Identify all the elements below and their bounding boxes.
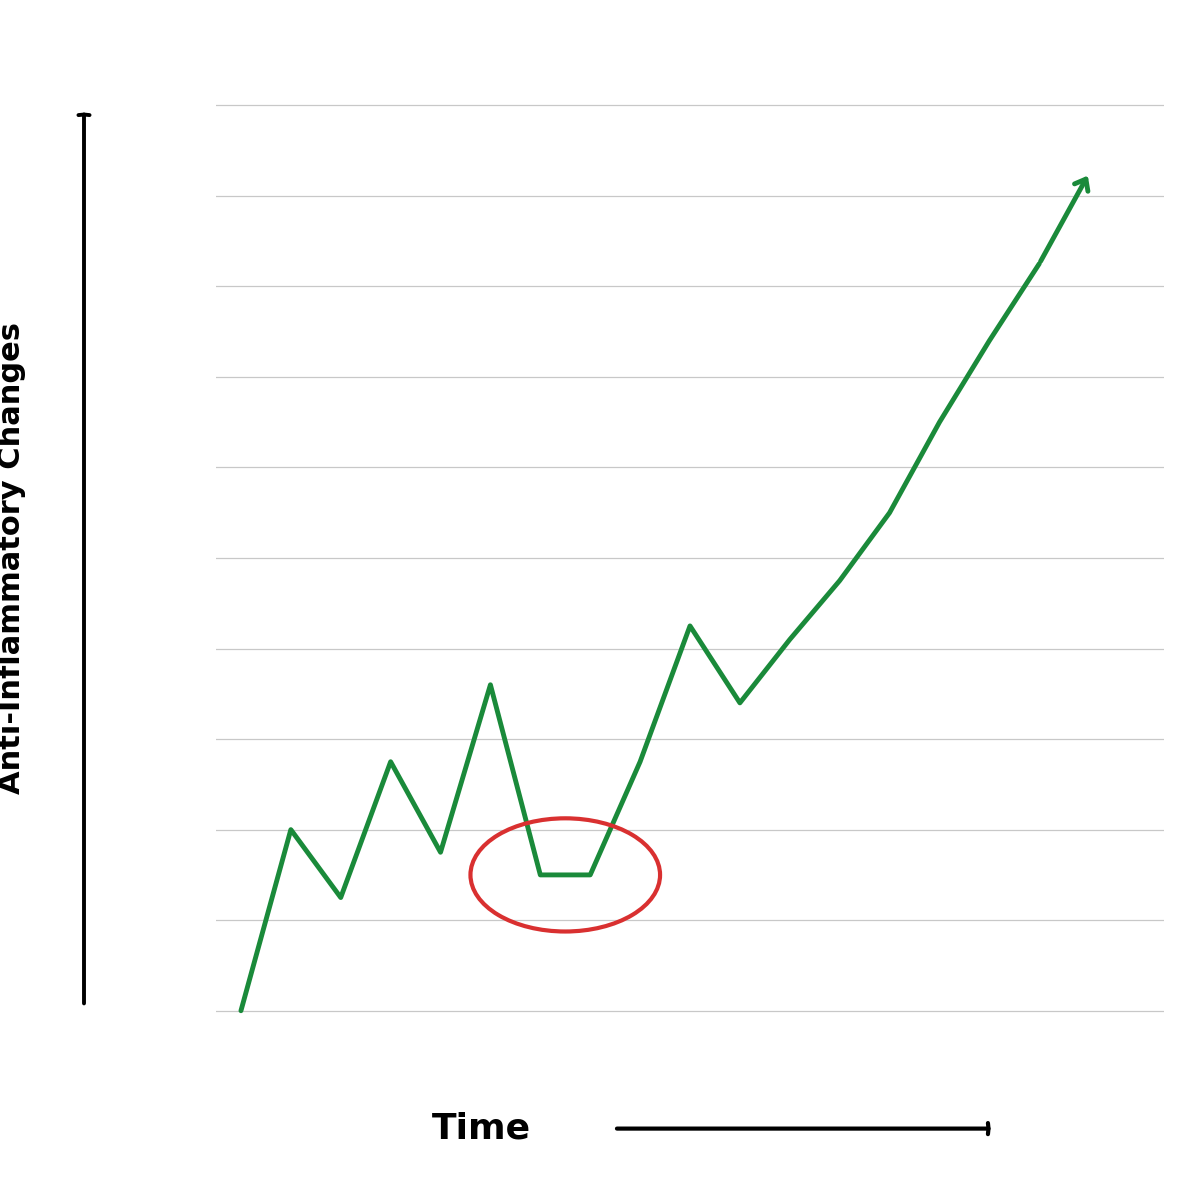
Text: Anti-Inflammatory Changes: Anti-Inflammatory Changes (0, 322, 26, 794)
Text: Time: Time (432, 1111, 532, 1146)
